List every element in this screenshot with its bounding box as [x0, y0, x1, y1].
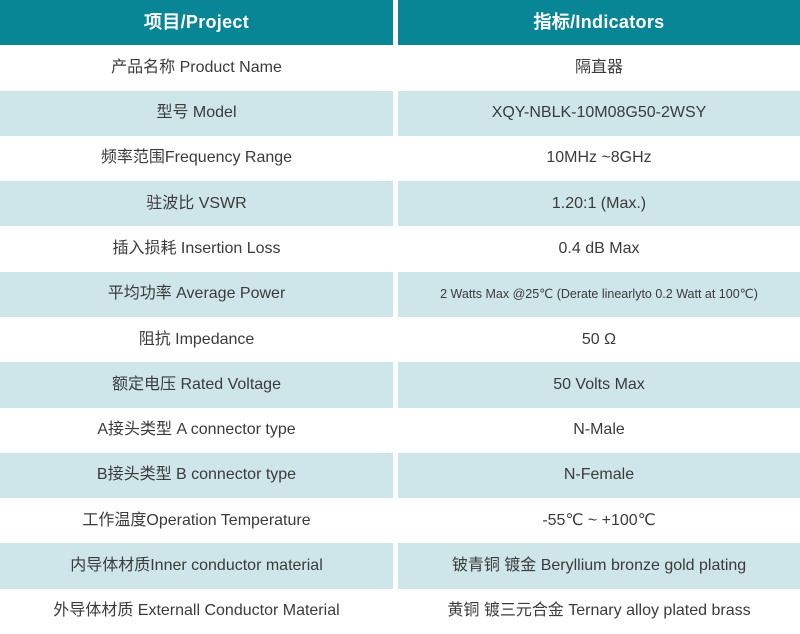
table-row-vswr: 驻波比 VSWR 1.20:1 (Max.)	[0, 181, 800, 227]
indicator-cell: 隔直器	[574, 58, 623, 76]
table-row-rated-voltage: 额定电压 Rated Voltage 50 Volts Max	[0, 362, 800, 408]
indicator-cell: 0.4 dB Max	[558, 240, 640, 258]
indicator-cell: N-Female	[398, 452, 800, 499]
project-cell: 外导体材质 Externall Conductor Material	[0, 588, 398, 634]
table-row-external-conductor-material: 外导体材质 Externall Conductor Material 黄铜 镀三…	[0, 588, 800, 634]
header-project-cell: 项目/Project	[0, 0, 398, 46]
project-cell: 内导体材质Inner conductor material	[0, 543, 398, 589]
indicator-cell: -55℃ ~ +100℃	[542, 511, 656, 529]
project-cell: A接头类型 A connector type	[0, 407, 398, 453]
table-row-inner-conductor-material: 内导体材质Inner conductor material 铍青铜 镀金 Ber…	[0, 543, 800, 589]
table-row-impedance: 阻抗 Impedance 50 Ω	[0, 316, 800, 363]
project-cell: 平均功率 Average Power	[0, 271, 398, 317]
project-cell: 型号 Model	[0, 90, 398, 136]
table-row-model: 型号 Model XQY-NBLK-10M08G50-2WSY	[0, 90, 800, 136]
project-cell: 频率范围Frequency Range	[0, 135, 398, 182]
table-header-row: 项目/Project 指标/Indicators	[0, 0, 800, 46]
project-cell: B接头类型 B connector type	[0, 452, 398, 499]
table-row-product-name: 产品名称 Product Name 隔直器	[0, 45, 800, 91]
project-cell: 额定电压 Rated Voltage	[0, 362, 398, 408]
indicator-cell: 黄铜 镀三元合金 Ternary alloy plated brass	[447, 602, 751, 620]
table-row-b-connector-type: B接头类型 B connector type N-Female	[0, 452, 800, 499]
project-cell: 阻抗 Impedance	[0, 316, 398, 363]
table-row-operation-temperature: 工作温度Operation Temperature -55℃ ~ +100℃	[0, 498, 800, 544]
indicator-cell: 铍青铜 镀金 Beryllium bronze gold plating	[398, 543, 800, 589]
table-row-a-connector-type: A接头类型 A connector type N-Male	[0, 407, 800, 453]
table-row-average-power: 平均功率 Average Power 2 Watts Max @25℃ (Der…	[0, 271, 800, 317]
table-row-insertion-loss: 插入损耗 Insertion Loss 0.4 dB Max	[0, 226, 800, 272]
project-cell: 产品名称 Product Name	[0, 45, 398, 91]
indicator-cell: 50 Ω	[581, 330, 617, 348]
indicator-cell: 1.20:1 (Max.)	[398, 181, 800, 227]
indicator-cell: 2 Watts Max @25℃ (Derate linearlyto 0.2 …	[398, 271, 800, 317]
indicator-cell: N-Male	[573, 421, 625, 439]
indicator-cell: XQY-NBLK-10M08G50-2WSY	[398, 90, 800, 136]
project-cell: 插入损耗 Insertion Loss	[0, 226, 398, 272]
indicator-cell: 50 Volts Max	[398, 362, 800, 408]
table-row-frequency-range: 频率范围Frequency Range 10MHz ~8GHz	[0, 135, 800, 182]
indicator-cell: 10MHz ~8GHz	[546, 149, 652, 167]
project-cell: 驻波比 VSWR	[0, 181, 398, 227]
project-cell: 工作温度Operation Temperature	[0, 498, 398, 544]
header-indicators-cell: 指标/Indicators	[398, 0, 800, 46]
